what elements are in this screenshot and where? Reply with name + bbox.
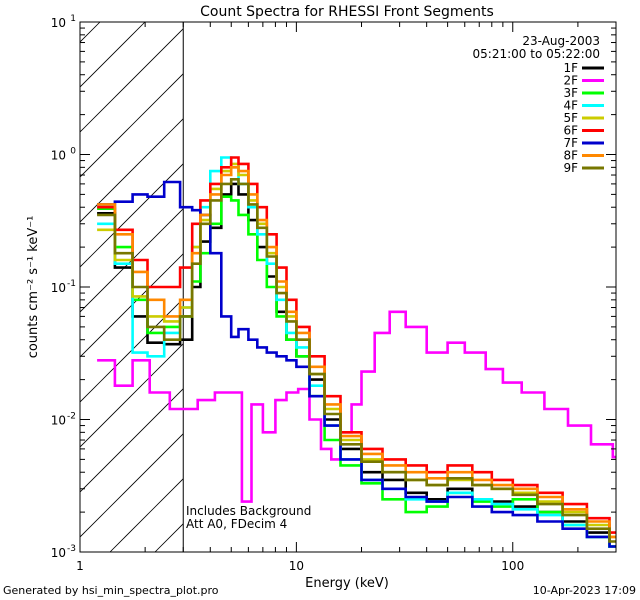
y-tick-label: 10 (51, 16, 66, 30)
generated-by-label: Generated by hsi_min_spectra_plot.pro (3, 584, 219, 597)
x-axis-label: Energy (keV) (305, 576, 389, 591)
legend-label-6f: 6F (563, 124, 578, 138)
time-range-label: 05:21:00 to 05:22:00 (473, 47, 600, 61)
legend-label-2f: 2F (563, 74, 578, 88)
y-tick-label: 10 (51, 546, 66, 560)
annotation-background: Includes Background (186, 504, 311, 518)
hatch-line (80, 388, 184, 493)
y-tick-base: 10 (51, 414, 66, 428)
series-line-2f (97, 310, 616, 503)
legend-label-1f: 1F (563, 61, 578, 75)
annotation-attenuator: Att A0, FDecim 4 (186, 517, 287, 531)
y-axis-label: counts cm⁻² s⁻¹ keV⁻¹ (26, 216, 41, 359)
y-tick-exponent: -3 (67, 544, 76, 554)
timestamp-label: 10-Apr-2023 17:09 (533, 584, 636, 597)
hatched-region (0, 22, 184, 552)
y-tick-label: 10 (51, 281, 66, 295)
legend-label-5f: 5F (563, 111, 578, 125)
series-lines (97, 156, 616, 548)
hatch-line (80, 73, 184, 178)
chart-title: Count Spectra for RHESSI Front Segments (200, 4, 494, 20)
y-tick-label: 10 (51, 414, 66, 428)
legend-label-9f: 9F (563, 161, 578, 175)
series-line-7f (97, 180, 616, 548)
x-axis: 1 10 100 (76, 22, 617, 573)
legend-label-7f: 7F (563, 136, 578, 150)
hatch-line (0, 22, 10, 552)
y-tick-exponent: 0 (70, 147, 76, 157)
series-line-6f (97, 156, 616, 534)
legend-label-3f: 3F (563, 86, 578, 100)
x-tick-label: 10 (289, 559, 304, 573)
y-tick-exponent: -2 (67, 412, 76, 422)
hatch-line (80, 208, 184, 313)
date-label: 23-Aug-2003 (522, 34, 600, 48)
y-tick-base: 10 (51, 16, 66, 30)
y-tick-base: 10 (51, 281, 66, 295)
legend-label-8f: 8F (563, 149, 578, 163)
series-line-5f (97, 162, 616, 539)
legend-label-4f: 4F (563, 99, 578, 113)
y-tick-label: 10 (51, 149, 66, 163)
x-tick-label: 1 (76, 559, 84, 573)
hatch-line (80, 28, 184, 133)
y-tick-base: 10 (51, 546, 66, 560)
y-tick-exponent: 1 (70, 14, 76, 24)
y-tick-base: 10 (51, 149, 66, 163)
series-line-9f (97, 178, 616, 543)
hatch-line (80, 433, 184, 538)
y-tick-exponent: -1 (67, 279, 76, 289)
series-line-8f (97, 166, 616, 539)
x-tick-label: 100 (501, 559, 524, 573)
